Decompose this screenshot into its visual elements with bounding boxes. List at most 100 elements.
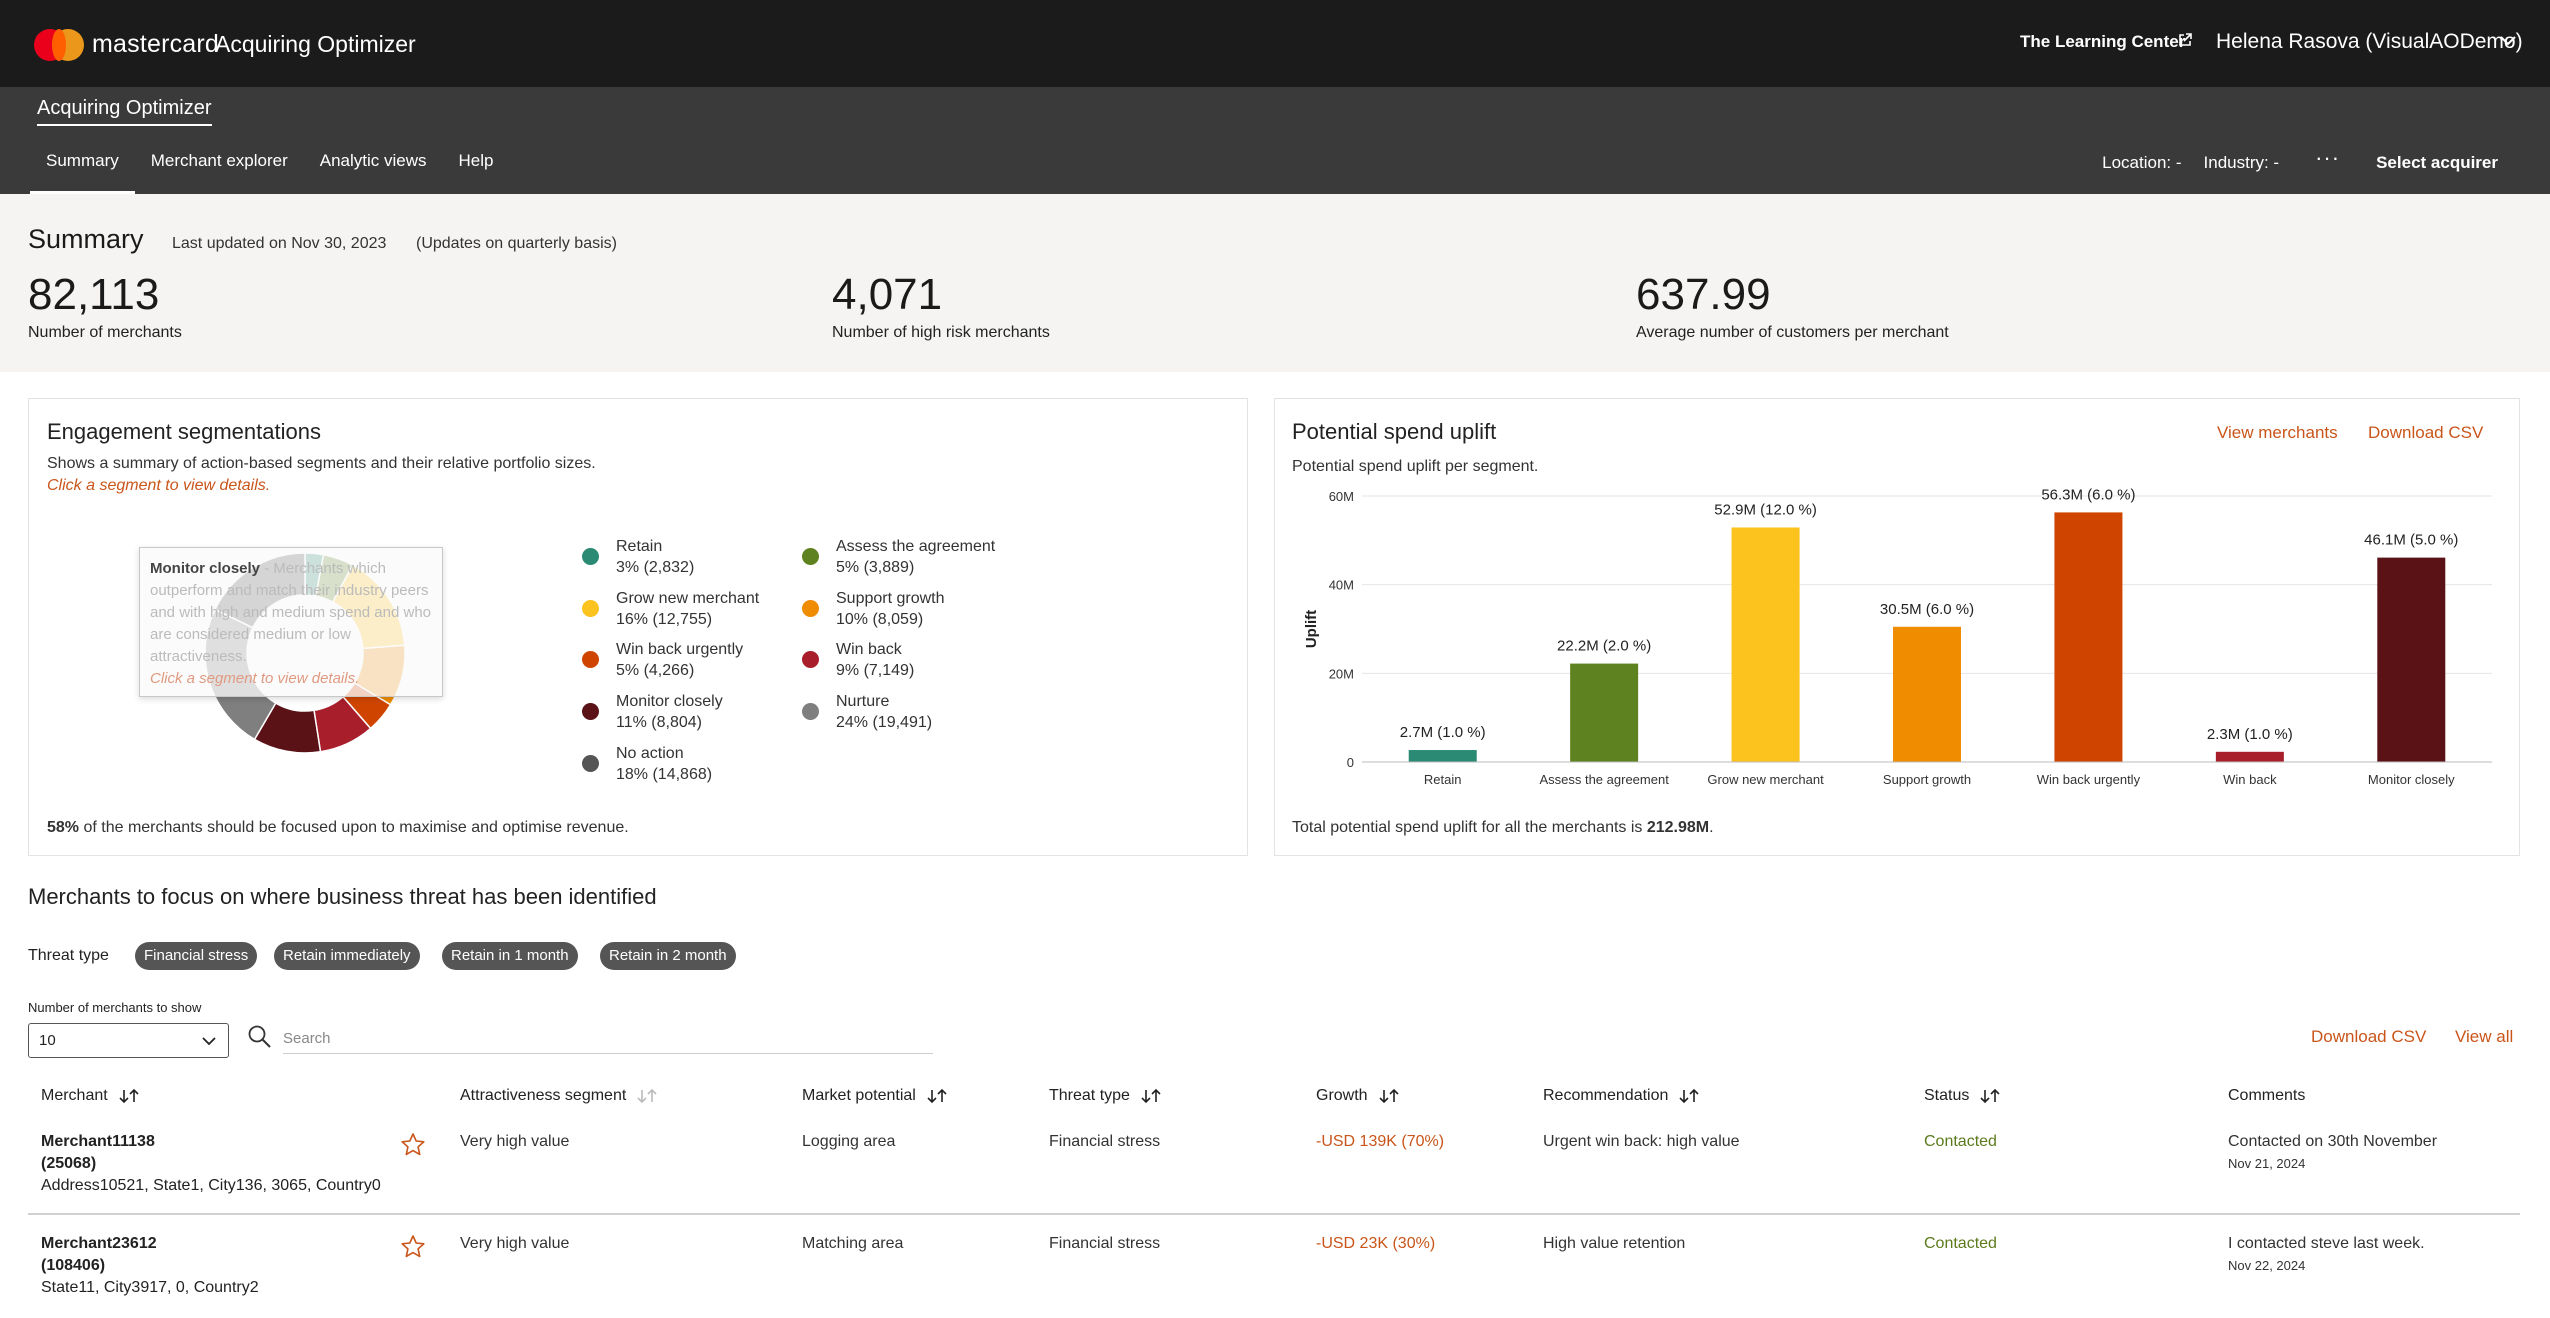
growth-cell: -USD 23K (30%): [1316, 1235, 1436, 1252]
merchant-name[interactable]: Merchant23612: [41, 1235, 157, 1252]
app-name[interactable]: Acquiring Optimizer: [37, 97, 212, 126]
search-input[interactable]: [283, 1024, 933, 1054]
legend-swatch: [802, 600, 819, 617]
num-merchants-select[interactable]: 10: [28, 1023, 229, 1058]
chip-retain-2-month[interactable]: Retain in 2 month: [600, 942, 736, 970]
mastercard-logo-icon[interactable]: [34, 29, 84, 61]
chip-retain-1-month[interactable]: Retain in 1 month: [442, 942, 578, 970]
star-icon[interactable]: [400, 1234, 426, 1260]
legend-item[interactable]: Win back urgently 5% (4,266): [616, 639, 743, 681]
bar-retain[interactable]: [1408, 750, 1477, 762]
legend-swatch: [802, 548, 819, 565]
download-csv-link[interactable]: Download CSV: [2368, 423, 2484, 442]
legend-item[interactable]: Nurture 24% (19,491): [836, 691, 932, 733]
chip-retain-immediately[interactable]: Retain immediately: [274, 942, 420, 970]
bar-value-label: 56.3M (6.0 %): [2041, 486, 2135, 503]
legend-item[interactable]: Win back 9% (7,149): [836, 639, 914, 681]
tab-analytic-views[interactable]: Analytic views: [319, 151, 427, 170]
legend-swatch: [582, 703, 599, 720]
user-menu[interactable]: Helena Rasova (VisualAODemo): [2216, 30, 2523, 53]
legend-item[interactable]: Monitor closely 11% (8,804): [616, 691, 723, 733]
view-all-link[interactable]: View all: [2455, 1027, 2514, 1046]
focus-note: 58% of the merchants should be focused u…: [47, 819, 629, 837]
column-header-threat-type[interactable]: Threat type: [1049, 1087, 1162, 1105]
sort-icon[interactable]: [1979, 1088, 2001, 1104]
tab-help[interactable]: Help: [458, 151, 494, 170]
row-divider: [28, 1213, 2520, 1215]
uplift-title: Potential spend uplift: [1292, 419, 1497, 444]
column-header-merchant[interactable]: Merchant: [41, 1087, 140, 1105]
column-label: Recommendation: [1543, 1087, 1669, 1104]
x-tick-label: Retain: [1424, 772, 1462, 787]
bar-value-label: 30.5M (6.0 %): [1880, 601, 1974, 618]
bar-assess-the-agreement[interactable]: [1570, 663, 1639, 762]
page-title: Summary: [28, 224, 144, 254]
star-icon[interactable]: [400, 1132, 426, 1158]
column-header-growth[interactable]: Growth: [1316, 1087, 1400, 1105]
column-header-attractiveness[interactable]: Attractiveness segment: [460, 1087, 658, 1105]
legend-item[interactable]: Assess the agreement 5% (3,889): [836, 536, 995, 578]
legend-stats: 11% (8,804): [616, 714, 702, 731]
legend-label: Retain: [616, 538, 663, 555]
select-acquirer-button[interactable]: Select acquirer: [2376, 153, 2498, 172]
chevron-down-icon[interactable]: [2500, 36, 2516, 46]
bar-monitor-closely[interactable]: [2377, 557, 2446, 762]
column-header-market-potential[interactable]: Market potential: [802, 1087, 948, 1105]
column-header-status[interactable]: Status: [1924, 1087, 2001, 1105]
sort-icon[interactable]: [118, 1088, 140, 1104]
sort-icon[interactable]: [1378, 1088, 1400, 1104]
bar-win-back[interactable]: [2215, 751, 2284, 762]
chip-financial-stress[interactable]: Financial stress: [135, 942, 258, 970]
search-icon[interactable]: [247, 1024, 273, 1050]
focus-text: of the merchants should be focused upon …: [79, 819, 629, 836]
legend-swatch: [582, 755, 599, 772]
recommendation-cell: Urgent win back: high value: [1543, 1133, 1740, 1150]
more-options-icon[interactable]: ···: [2315, 145, 2341, 170]
column-label: Merchant: [41, 1087, 108, 1104]
legend-swatch: [582, 600, 599, 617]
legend-label: Win back urgently: [616, 641, 744, 658]
kpi-value: 82,113: [28, 270, 160, 319]
focus-percent: 58%: [47, 819, 80, 836]
legend-item[interactable]: No action 18% (14,868): [616, 743, 712, 785]
table-row[interactable]: Merchant23612 (108406) State11, City3917…: [41, 1233, 259, 1299]
kpi-label: Number of merchants: [28, 324, 182, 341]
kpi-merchants: 82,113 Number of merchants: [28, 270, 182, 342]
bar-support-growth[interactable]: [1893, 626, 1961, 762]
y-tick-label: 60M: [1329, 489, 1354, 504]
last-updated: Last updated on Nov 30, 2023: [172, 235, 387, 252]
learning-center-link[interactable]: The Learning Center: [2020, 32, 2186, 51]
legend-label: Win back: [836, 641, 902, 658]
location-filter[interactable]: Location: -: [2102, 153, 2182, 172]
threat-cell: Financial stress: [1049, 1235, 1161, 1252]
uplift-subtitle: Potential spend uplift per segment.: [1292, 458, 1539, 475]
legend-item[interactable]: Grow new merchant 16% (12,755): [616, 588, 759, 630]
merchant-name[interactable]: Merchant11138: [41, 1133, 155, 1150]
tab-summary[interactable]: Summary: [30, 149, 135, 194]
sort-icon[interactable]: [1140, 1088, 1162, 1104]
product-name: Acquiring Optimizer: [215, 31, 416, 57]
column-header-recommendation[interactable]: Recommendation: [1543, 1087, 1700, 1105]
x-tick-label: Win back: [2223, 772, 2277, 787]
sort-icon[interactable]: [636, 1088, 658, 1104]
tab-merchant-explorer[interactable]: Merchant explorer: [150, 151, 288, 170]
bar-value-label: 2.7M (1.0 %): [1400, 724, 1486, 741]
main-nav: Summary Merchant explorer Analytic views…: [30, 149, 509, 194]
tooltip-title: Monitor closely: [150, 560, 261, 577]
bar-win-back-urgently[interactable]: [2054, 512, 2123, 762]
bar-grow-new-merchant[interactable]: [1731, 527, 1800, 762]
x-tick-label: Monitor closely: [2368, 772, 2455, 787]
legend-swatch: [802, 703, 819, 720]
legend-item[interactable]: Support growth 10% (8,059): [836, 588, 945, 630]
sort-icon[interactable]: [1678, 1088, 1700, 1104]
legend-stats: 16% (12,755): [616, 611, 713, 628]
table-row[interactable]: Merchant11138 (25068) Address10521, Stat…: [41, 1131, 381, 1197]
kpi-avg-customers: 637.99 Average number of customers per m…: [1636, 270, 1949, 342]
legend-item[interactable]: Retain 3% (2,832): [616, 536, 694, 578]
legend-swatch: [802, 651, 819, 668]
download-csv-link[interactable]: Download CSV: [2311, 1027, 2427, 1046]
kpi-high-risk: 4,071 Number of high risk merchants: [832, 270, 1050, 342]
sort-icon[interactable]: [926, 1088, 948, 1104]
view-merchants-link[interactable]: View merchants: [2217, 423, 2338, 442]
industry-filter[interactable]: Industry: -: [2203, 153, 2280, 172]
